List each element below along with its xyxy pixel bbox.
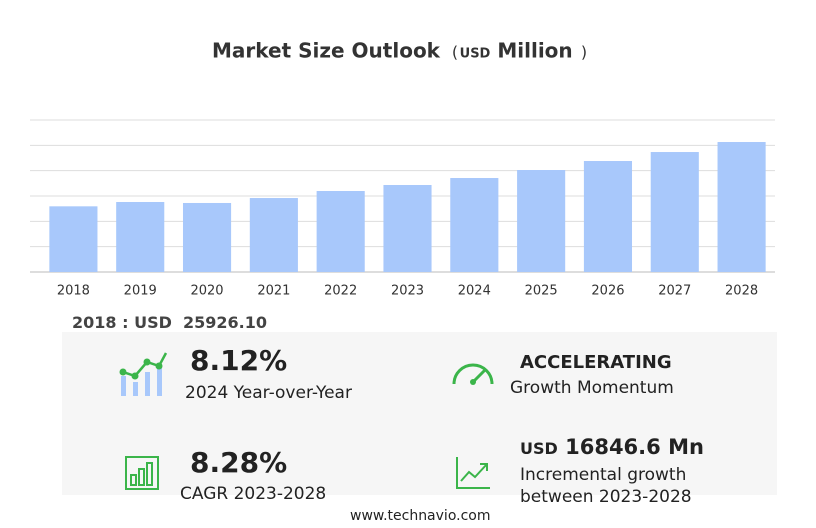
bar: [650, 152, 699, 272]
unit-close: ): [581, 43, 587, 62]
yoy-icon: [119, 352, 168, 396]
stat-value: 8.28%: [190, 446, 288, 479]
bar: [450, 178, 499, 272]
growth-icon: [456, 457, 490, 489]
bar: [383, 185, 432, 272]
unit-currency: USD: [460, 47, 491, 62]
bar: [116, 202, 165, 272]
x-tick-label: 2022: [324, 284, 357, 299]
x-tick-label: 2028: [725, 284, 758, 299]
x-tick-label: 2025: [525, 284, 558, 299]
stat-value: 8.12%: [190, 344, 288, 377]
x-tick-label: 2026: [591, 284, 624, 299]
stat-label: 2024 Year-over-Year: [185, 383, 352, 403]
stat-label: CAGR 2023-2028: [180, 484, 327, 504]
gauge-icon: [452, 363, 494, 385]
x-tick-label: 2020: [190, 284, 223, 299]
highlight-value: 25926.10: [183, 313, 268, 332]
stat-value: USD 16846.6 Mn: [520, 435, 704, 459]
chart: Market Size Outlook ( USD Million ) 2018…: [30, 39, 775, 299]
stat-label: Growth Momentum: [510, 378, 674, 398]
highlight: 2018 : USD 25926.10: [72, 313, 267, 332]
cagr-icon: [125, 456, 159, 490]
unit-name: Million: [497, 39, 572, 63]
bar: [316, 191, 365, 272]
stat-amount: 16846.6 Mn: [565, 435, 704, 459]
chart-title: Market Size Outlook: [212, 39, 441, 63]
stats-panel: [62, 332, 777, 495]
stat-value: ACCELERATING: [520, 352, 672, 373]
x-tick-label: 2027: [658, 284, 691, 299]
highlight-label: 2018 : USD: [72, 313, 172, 332]
unit-open: (: [452, 43, 458, 62]
stat-label: between 2023-2028: [520, 487, 692, 507]
bar: [182, 202, 232, 272]
bar: [249, 198, 298, 272]
bar: [583, 161, 633, 272]
stat-currency: USD: [520, 439, 558, 458]
x-tick-label: 2023: [391, 284, 424, 299]
stat-label: Incremental growth: [520, 465, 687, 485]
x-tick-label: 2024: [458, 284, 491, 299]
bar: [717, 142, 766, 272]
footer: www.technavio.com: [350, 508, 491, 524]
x-tick-label: 2019: [124, 284, 157, 299]
bar: [517, 170, 566, 272]
x-tick-label: 2021: [257, 284, 290, 299]
bar: [49, 206, 98, 272]
x-tick-label: 2018: [57, 284, 90, 299]
